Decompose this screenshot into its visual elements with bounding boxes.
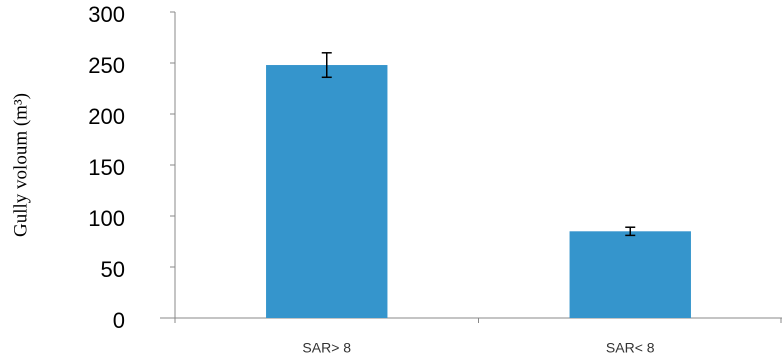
x-tick-label: SAR< 8 <box>606 340 655 356</box>
y-tick-label: 0 <box>113 308 125 333</box>
y-tick-label: 50 <box>101 257 125 282</box>
y-axis-label: Gully voloum (m³) <box>10 93 31 237</box>
x-tick-label: SAR> 8 <box>302 340 351 356</box>
error-bar <box>625 226 636 237</box>
y-tick-label: 200 <box>88 104 125 129</box>
error-bar <box>321 52 332 79</box>
y-tick-label: 300 <box>88 2 125 27</box>
y-tick-label: 250 <box>88 53 125 78</box>
y-tick-label: 150 <box>88 155 125 180</box>
bar <box>266 65 388 318</box>
bar <box>569 231 691 318</box>
y-tick-label: 100 <box>88 206 125 231</box>
